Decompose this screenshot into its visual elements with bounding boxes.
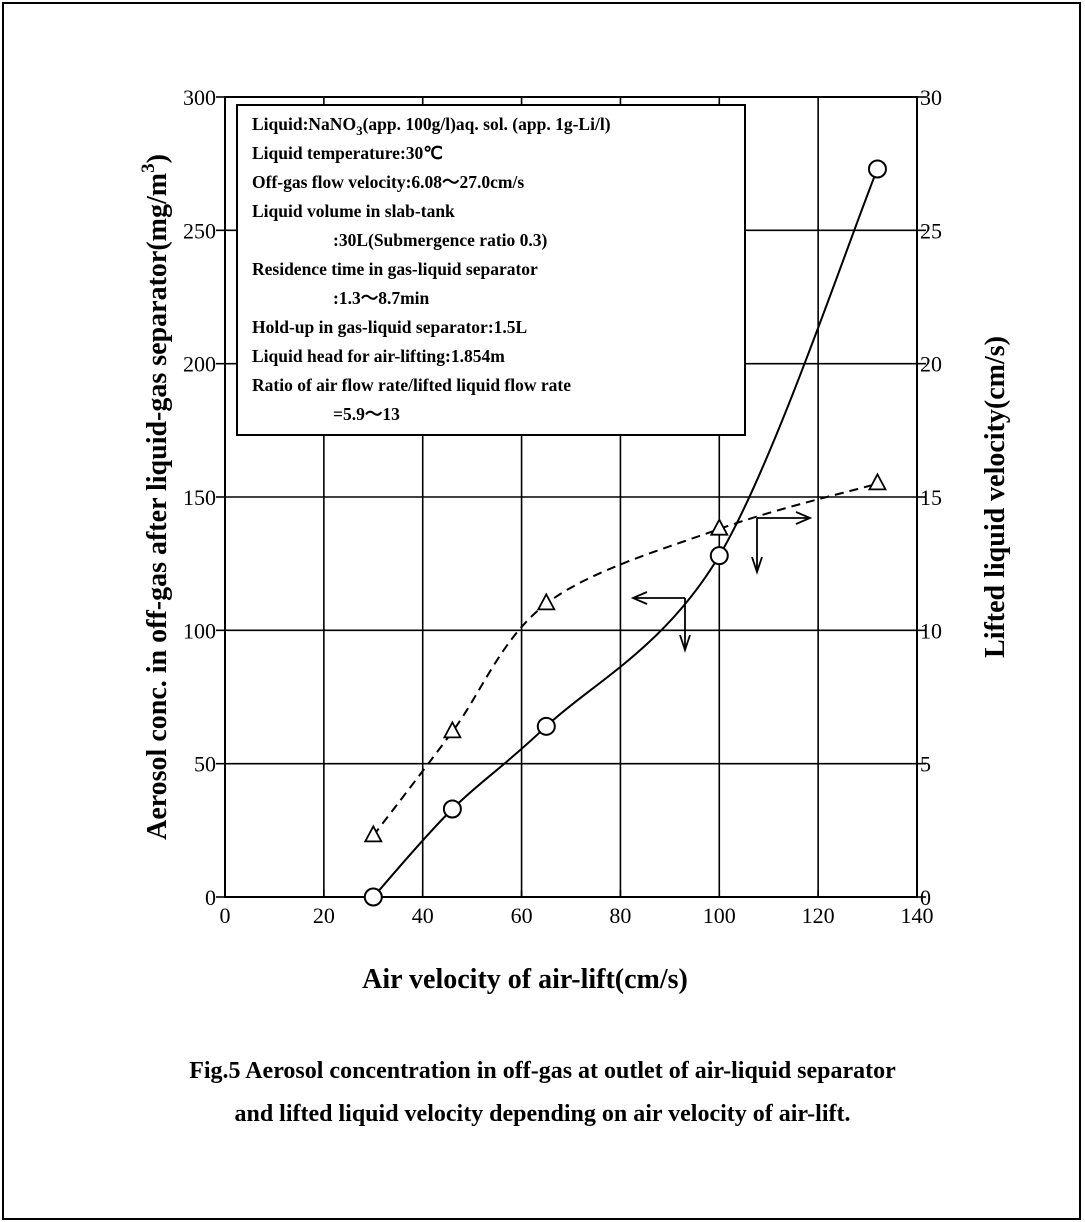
- y-tick-label: 250: [183, 218, 216, 243]
- axis-ticks: 0 20 40 60 80 100 120 1400501001502002503000510…: [183, 85, 942, 928]
- y2-tick-label: 30: [920, 85, 942, 110]
- lifted-velocity-line: [372, 482, 878, 837]
- x-tick-label: 140: [901, 903, 934, 928]
- y2-tick-label: 10: [920, 618, 942, 643]
- x-tick-label: 120: [802, 903, 835, 928]
- x-tick-label: 80: [609, 903, 631, 928]
- arrow-head: [630, 591, 648, 605]
- y-tick-label: 150: [183, 485, 216, 510]
- velocity-data-point: [867, 472, 887, 491]
- x-axis-label: Air velocity of air-lift(cm/s): [362, 964, 688, 995]
- y2-tick-label: 25: [920, 218, 942, 243]
- y-tick-label: 50: [194, 752, 216, 777]
- y-axis-label: Aerosol conc. in off-gas after liquid-ga…: [138, 154, 173, 840]
- y2-axis-label: Lifted liquid velocity(cm/s): [980, 336, 1011, 658]
- y-tick-label: 0: [205, 885, 216, 910]
- arrow-head: [795, 511, 813, 525]
- y-tick-label: 300: [183, 85, 216, 110]
- aerosol-data-point: [867, 159, 887, 179]
- y2-tick-label: 5: [920, 752, 931, 777]
- x-tick-label: 0: [220, 903, 231, 928]
- aerosol-data-point: [536, 716, 556, 736]
- aerosol-data-point: [709, 546, 729, 566]
- y2-tick-label: 20: [920, 352, 942, 377]
- conditions-box: [236, 104, 746, 436]
- velocity-data-point: [363, 824, 383, 843]
- x-tick-label: 60: [511, 903, 533, 928]
- velocity-data-point: [442, 720, 462, 739]
- arrow-head: [751, 556, 763, 575]
- axis-arrows: [630, 511, 813, 653]
- conditions-text: Liquid:NaNO3(app. 100g/l)aq. sol. (app. …: [252, 114, 611, 424]
- aerosol-data-point: [363, 887, 383, 907]
- y-tick-label: 200: [183, 352, 216, 377]
- y2-tick-label: 15: [920, 485, 942, 510]
- aerosol-data-point: [442, 799, 462, 819]
- left-axis-arrow: [633, 597, 686, 650]
- x-tick-label: 20: [313, 903, 335, 928]
- figure-caption: Fig.5 Aerosol concentration in off-gas a…: [0, 1050, 1085, 1136]
- caption-line-2: and lifted liquid velocity depending on …: [234, 1101, 851, 1127]
- y2-tick-label: 0: [920, 885, 931, 910]
- arrow-head: [679, 634, 691, 653]
- right-axis-arrow: [756, 517, 810, 572]
- caption-line-1: Fig.5 Aerosol concentration in off-gas a…: [189, 1058, 896, 1084]
- series: [363, 159, 887, 907]
- x-tick-label: 40: [412, 903, 434, 928]
- velocity-data-point: [536, 592, 556, 611]
- x-tick-label: 100: [703, 903, 736, 928]
- velocity-data-point: [709, 517, 729, 536]
- y-tick-label: 100: [183, 618, 216, 643]
